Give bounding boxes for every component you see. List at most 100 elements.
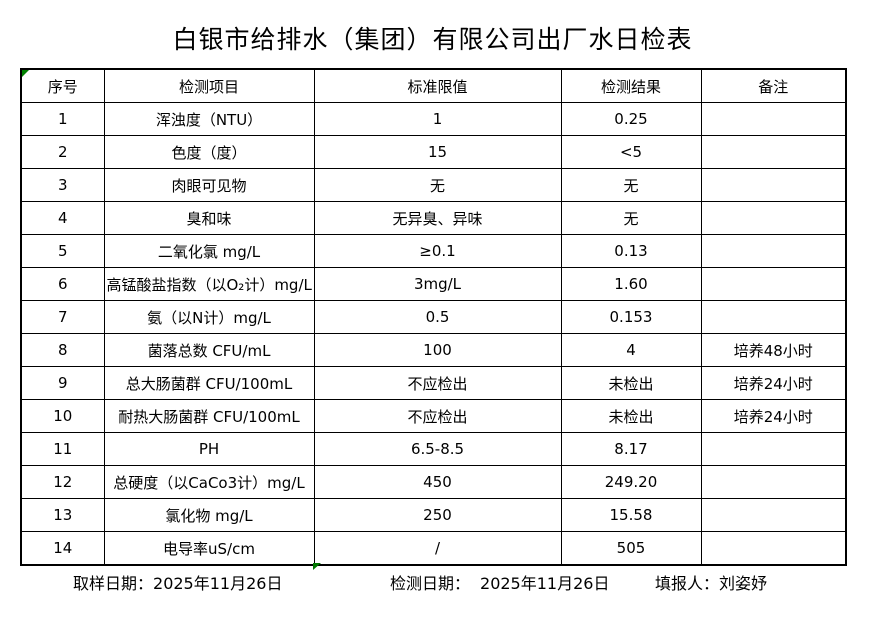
remark-cell — [700, 531, 847, 566]
sample-date: 取样日期：2025年11月26日 — [73, 570, 282, 594]
row-number-cell: 5 — [20, 234, 105, 268]
table-row: 5 二氧化氯 mg/L ≥0.1 0.13 — [20, 234, 847, 268]
table-row: 14 电导率uS/cm/505 — [20, 531, 847, 566]
table-row: 7 氨（以N计）mg/L 0.5 0.153 — [20, 300, 847, 334]
row-number-cell: 13 — [20, 498, 105, 532]
remark-cell: 培养48小时 — [700, 333, 847, 367]
item-cell: 高锰酸盐指数（以O₂计）mg/L — [103, 267, 315, 301]
limit-cell: 无异臭、异味 — [313, 201, 562, 235]
remark-cell — [700, 168, 847, 202]
limit-cell: 0.5 — [313, 300, 562, 334]
item-cell: PH — [103, 432, 315, 466]
reporter: 填报人：刘姿妤 — [655, 570, 767, 594]
reporter-value: 刘姿妤 — [719, 574, 768, 593]
limit-cell: 不应检出 — [313, 366, 562, 400]
remark-cell — [700, 102, 847, 136]
remark-cell — [700, 267, 847, 301]
header-cell-remark: 备注 — [700, 68, 847, 103]
item-cell: 浑浊度（NTU） — [103, 102, 315, 136]
row-number-cell: 12 — [20, 465, 105, 499]
row-number-cell: 9 — [20, 366, 105, 400]
row-number-cell: 8 — [20, 333, 105, 367]
row-number-cell: 7 — [20, 300, 105, 334]
item-cell: 电导率uS/cm — [103, 531, 315, 566]
limit-cell: / — [313, 531, 562, 566]
item-cell: 氨（以N计）mg/L — [103, 300, 315, 334]
item-cell: 二氧化氯 mg/L — [103, 234, 315, 268]
item-cell: 总大肠菌群 CFU/100mL — [103, 366, 315, 400]
sample-date-label: 取样日期： — [73, 574, 154, 593]
limit-cell: 1 — [313, 102, 562, 136]
result-cell: 0.153 — [560, 300, 702, 334]
remark-cell — [700, 300, 847, 334]
daily-check-table-wrap: 序号 检测项目 标准限值 检测结果 备注 1 浑浊度（NTU） 1 0.25 2 色度（度… — [20, 68, 847, 566]
result-cell: 未检出 — [560, 399, 702, 433]
limit-cell: 15 — [313, 135, 562, 169]
table-row: 9 总大肠菌群 CFU/100mL 不应检出 未检出 培养24小时 — [20, 366, 847, 400]
table-header-row: 序号 检测项目 标准限值 检测结果 备注 — [20, 68, 847, 103]
limit-cell: 不应检出 — [313, 399, 562, 433]
table-row: 1 浑浊度（NTU） 1 0.25 — [20, 102, 847, 136]
header-cell-limit: 标准限值 — [313, 68, 562, 103]
remark-cell — [700, 432, 847, 466]
reporter-label: 填报人： — [655, 574, 720, 593]
limit-cell: 无 — [313, 168, 562, 202]
table-row: 4 臭和味 无异臭、异味无 — [20, 201, 847, 235]
remark-cell — [700, 201, 847, 235]
row-number-cell: 11 — [20, 432, 105, 466]
table-row: 10 耐热大肠菌群 CFU/100mL 不应检出 未检出 培养24小时 — [20, 399, 847, 433]
item-cell: 臭和味 — [103, 201, 315, 235]
sample-date-value: 2025年11月26日 — [153, 574, 283, 593]
remark-cell — [700, 465, 847, 499]
row-number-cell: 4 — [20, 201, 105, 235]
header-cell-result: 检测结果 — [560, 68, 702, 103]
item-cell: 氯化物 mg/L — [103, 498, 315, 532]
row-number-cell: 14 — [20, 531, 105, 566]
row-number-cell: 10 — [20, 399, 105, 433]
item-cell: 总硬度（以CaCo3计）mg/L — [103, 465, 315, 499]
limit-cell: 6.5-8.5 — [313, 432, 562, 466]
item-cell: 肉眼可见物 — [103, 168, 315, 202]
row-number-cell: 2 — [20, 135, 105, 169]
table-row: 13 氯化物 mg/L 250 15.58 — [20, 498, 847, 532]
row-number-cell: 3 — [20, 168, 105, 202]
result-cell: 未检出 — [560, 366, 702, 400]
row-number-cell: 1 — [20, 102, 105, 136]
item-cell: 菌落总数 CFU/mL — [103, 333, 315, 367]
result-cell: 249.20 — [560, 465, 702, 499]
row-number-cell: 6 — [20, 267, 105, 301]
header-cell-seq: 序号 — [20, 68, 105, 103]
limit-cell: ≥0.1 — [313, 234, 562, 268]
limit-cell: 3mg/L — [313, 267, 562, 301]
remark-cell — [700, 234, 847, 268]
table-row: 11 PH 6.5-8.5 8.17 — [20, 432, 847, 466]
limit-cell: 250 — [313, 498, 562, 532]
test-date-value: 2025年11月26日 — [480, 574, 610, 593]
remark-cell — [700, 135, 847, 169]
result-cell: <5 — [560, 135, 702, 169]
result-cell: 505 — [560, 531, 702, 566]
result-cell: 15.58 — [560, 498, 702, 532]
result-cell: 8.17 — [560, 432, 702, 466]
item-cell: 色度（度） — [103, 135, 315, 169]
table-row: 6 高锰酸盐指数（以O₂计）mg/L 3mg/L 1.60 — [20, 267, 847, 301]
limit-cell: 100 — [313, 333, 562, 367]
result-cell: 无 — [560, 201, 702, 235]
fill-handle-marker-icon — [313, 563, 321, 570]
item-cell: 耐热大肠菌群 CFU/100mL — [103, 399, 315, 433]
table-row: 12 总硬度（以CaCo3计）mg/L 450 249.20 — [20, 465, 847, 499]
page-title: 白银市给排水（集团）有限公司出厂水日检表 — [172, 25, 693, 54]
table-row: 8 菌落总数 CFU/mL 100 4 培养48小时 — [20, 333, 847, 367]
result-cell: 0.13 — [560, 234, 702, 268]
header-label: 序号 — [47, 77, 78, 96]
excel-error-marker-icon — [22, 70, 29, 77]
table-row: 2 色度（度） 15 <5 — [20, 135, 847, 169]
remark-cell: 培养24小时 — [700, 399, 847, 433]
remark-cell — [700, 498, 847, 532]
test-date: 检测日期： 2025年11月26日 — [390, 570, 609, 594]
remark-cell: 培养24小时 — [700, 366, 847, 400]
daily-check-table: 序号 检测项目 标准限值 检测结果 备注 1 浑浊度（NTU） 1 0.25 2 色度（度… — [20, 68, 847, 566]
limit-cell: 450 — [313, 465, 562, 499]
test-date-label: 检测日期： — [390, 574, 471, 593]
result-cell: 0.25 — [560, 102, 702, 136]
